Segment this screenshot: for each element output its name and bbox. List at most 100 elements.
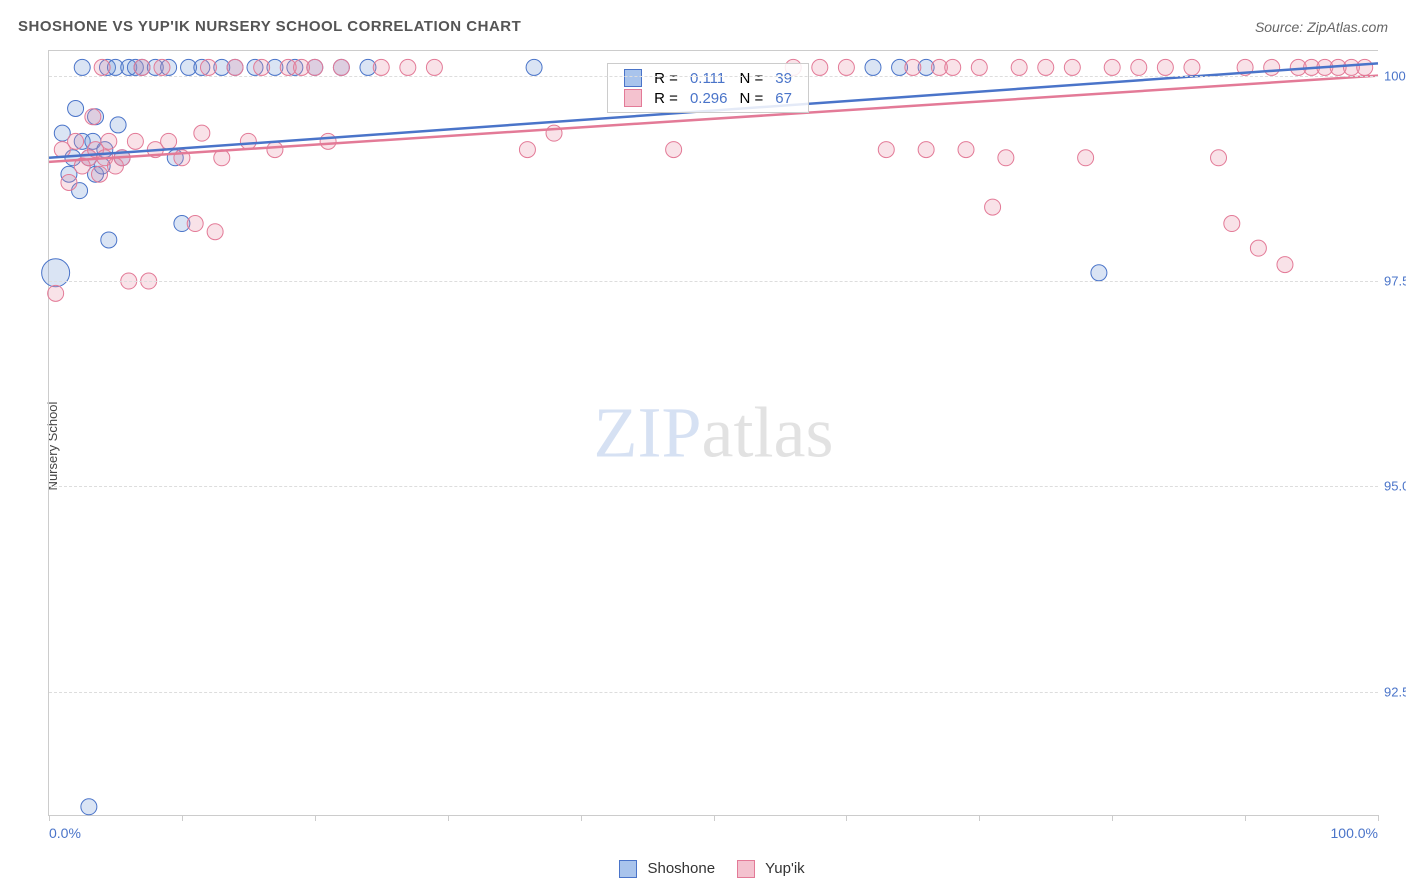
legend-label-yupik: Yup'ik <box>765 860 805 877</box>
data-point <box>74 59 90 75</box>
n-value: 67 <box>769 88 798 108</box>
data-point <box>333 59 349 75</box>
n-label: N = <box>733 88 769 108</box>
data-point <box>68 101 84 117</box>
chart-header: SHOSHONE VS YUP'IK NURSERY SCHOOL CORREL… <box>18 18 1388 35</box>
data-point <box>92 166 108 182</box>
x-tick <box>448 815 449 821</box>
stats-row-shoshone: R = 0.111 N = 39 <box>618 68 798 88</box>
data-point <box>127 133 143 149</box>
data-point <box>812 59 828 75</box>
swatch-yupik-icon <box>624 89 642 107</box>
data-point <box>998 150 1014 166</box>
x-tick <box>1112 815 1113 821</box>
data-point <box>194 125 210 141</box>
data-point <box>971 59 987 75</box>
data-point <box>373 59 389 75</box>
data-point <box>1184 59 1200 75</box>
data-point <box>307 59 323 75</box>
stats-legend: R = 0.111 N = 39 R = 0.296 N = 67 <box>607 63 809 113</box>
x-max-label: 100.0% <box>1331 825 1378 841</box>
n-value: 39 <box>769 68 798 88</box>
data-point <box>1131 59 1147 75</box>
x-tick <box>49 815 50 821</box>
legend-swatch-shoshone-icon <box>619 860 637 878</box>
data-point <box>945 59 961 75</box>
data-point <box>320 133 336 149</box>
data-point <box>1264 59 1280 75</box>
data-point <box>878 142 894 158</box>
data-point <box>426 59 442 75</box>
data-point <box>101 232 117 248</box>
data-point <box>227 59 243 75</box>
data-point <box>1250 240 1266 256</box>
gridline <box>49 76 1378 77</box>
x-tick <box>714 815 715 821</box>
x-tick <box>581 815 582 821</box>
data-point <box>519 142 535 158</box>
x-tick <box>1245 815 1246 821</box>
data-point <box>207 224 223 240</box>
plot-area: ZIPatlas R = 0.111 N = 39 R = 0.296 N = … <box>48 50 1378 816</box>
legend-label-shoshone: Shoshone <box>647 860 715 877</box>
data-point <box>1277 257 1293 273</box>
data-point <box>94 59 110 75</box>
data-point <box>61 174 77 190</box>
data-point <box>865 59 881 75</box>
data-point <box>1157 59 1173 75</box>
x-tick <box>1378 815 1379 821</box>
data-point <box>1078 150 1094 166</box>
y-tick-label: 95.0% <box>1384 479 1406 494</box>
data-point <box>101 133 117 149</box>
gridline <box>49 281 1378 282</box>
r-label: R = <box>648 88 684 108</box>
data-point <box>1091 265 1107 281</box>
x-tick <box>182 815 183 821</box>
data-point <box>918 142 934 158</box>
y-tick-label: 100.0% <box>1384 68 1406 83</box>
data-point <box>958 142 974 158</box>
data-point <box>838 59 854 75</box>
bottom-legend: Shoshone Yup'ik <box>0 860 1406 878</box>
data-point <box>1038 59 1054 75</box>
data-point <box>1064 59 1080 75</box>
data-point <box>905 59 921 75</box>
legend-swatch-yupik-icon <box>737 860 755 878</box>
data-point <box>42 259 70 287</box>
data-point <box>1211 150 1227 166</box>
data-point <box>985 199 1001 215</box>
data-point <box>240 133 256 149</box>
stats-row-yupik: R = 0.296 N = 67 <box>618 88 798 108</box>
r-value: 0.296 <box>684 88 734 108</box>
data-point <box>134 59 150 75</box>
chart-title: SHOSHONE VS YUP'IK NURSERY SCHOOL CORREL… <box>18 18 521 35</box>
data-point <box>666 142 682 158</box>
data-point <box>110 117 126 133</box>
scatter-svg <box>49 51 1378 815</box>
y-tick-label: 92.5% <box>1384 684 1406 699</box>
x-min-label: 0.0% <box>49 825 81 841</box>
data-point <box>1011 59 1027 75</box>
data-point <box>81 799 97 815</box>
x-tick <box>979 815 980 821</box>
data-point <box>154 59 170 75</box>
data-point <box>267 142 283 158</box>
swatch-shoshone-icon <box>624 69 642 87</box>
r-label: R = <box>648 68 684 88</box>
data-point <box>1104 59 1120 75</box>
data-point <box>200 59 216 75</box>
data-point <box>1357 59 1373 75</box>
gridline <box>49 692 1378 693</box>
data-point <box>1224 216 1240 232</box>
data-point <box>68 133 84 149</box>
data-point <box>161 133 177 149</box>
r-value: 0.111 <box>684 68 734 88</box>
data-point <box>526 59 542 75</box>
data-point <box>254 59 270 75</box>
x-tick <box>846 815 847 821</box>
source-label: Source: ZipAtlas.com <box>1255 19 1388 35</box>
y-tick-label: 97.5% <box>1384 274 1406 289</box>
data-point <box>48 285 64 301</box>
data-point <box>187 216 203 232</box>
n-label: N = <box>733 68 769 88</box>
